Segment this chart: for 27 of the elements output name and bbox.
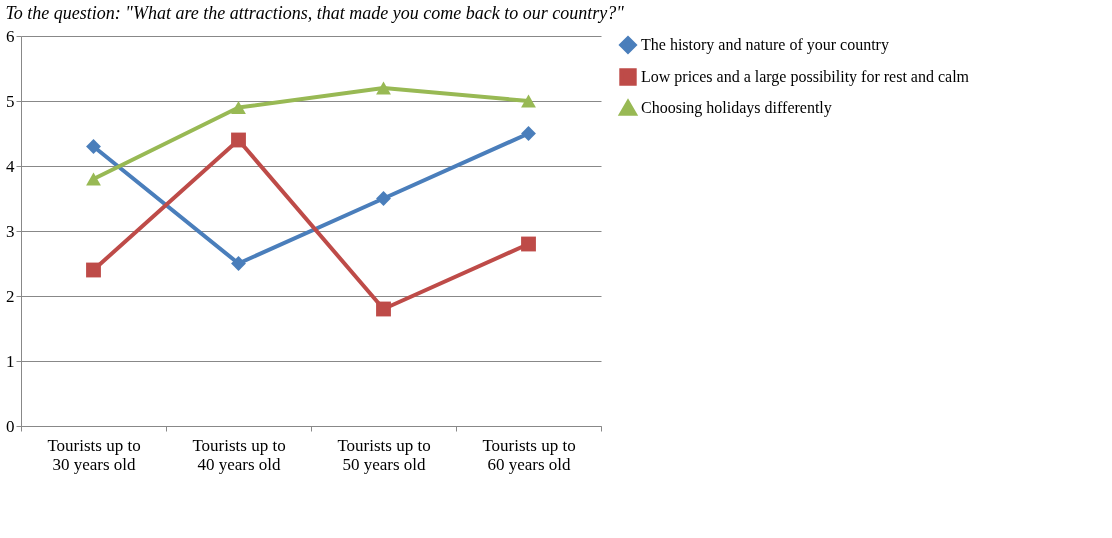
point bbox=[376, 191, 391, 206]
x-tick-label: Tourists up to 50 years old bbox=[337, 435, 431, 474]
y-tick-label: 2 bbox=[6, 286, 15, 306]
chart-title: To the question: "What are the attractions, that made you come back to our country?" bbox=[5, 3, 625, 23]
point bbox=[231, 132, 246, 148]
point bbox=[521, 236, 536, 252]
point bbox=[376, 81, 391, 95]
x-tick-label: Tourists up to 60 years old bbox=[482, 435, 576, 474]
legend-label: Low prices and a large possibility for rest and calm bbox=[641, 68, 970, 86]
point bbox=[521, 126, 536, 141]
x-tick-label: Tourists up to 30 years old bbox=[47, 435, 141, 474]
y-tick-label: 1 bbox=[6, 351, 15, 371]
y-tick-label: 5 bbox=[6, 91, 15, 111]
legend-label: Choosing holidays differently bbox=[641, 99, 832, 117]
legend-label: The history and nature of your country bbox=[641, 36, 889, 54]
point bbox=[376, 301, 391, 317]
y-tick-label: 0 bbox=[6, 416, 15, 436]
point bbox=[86, 139, 101, 154]
y-tick-label: 6 bbox=[6, 26, 15, 46]
point bbox=[231, 101, 246, 114]
y-tick-label: 3 bbox=[6, 221, 15, 241]
point bbox=[86, 172, 101, 186]
point bbox=[521, 94, 536, 108]
x-tick-label: Tourists up to 40 years old bbox=[192, 435, 286, 474]
y-tick-label: 4 bbox=[6, 156, 15, 176]
point bbox=[231, 256, 246, 271]
point bbox=[86, 262, 101, 278]
